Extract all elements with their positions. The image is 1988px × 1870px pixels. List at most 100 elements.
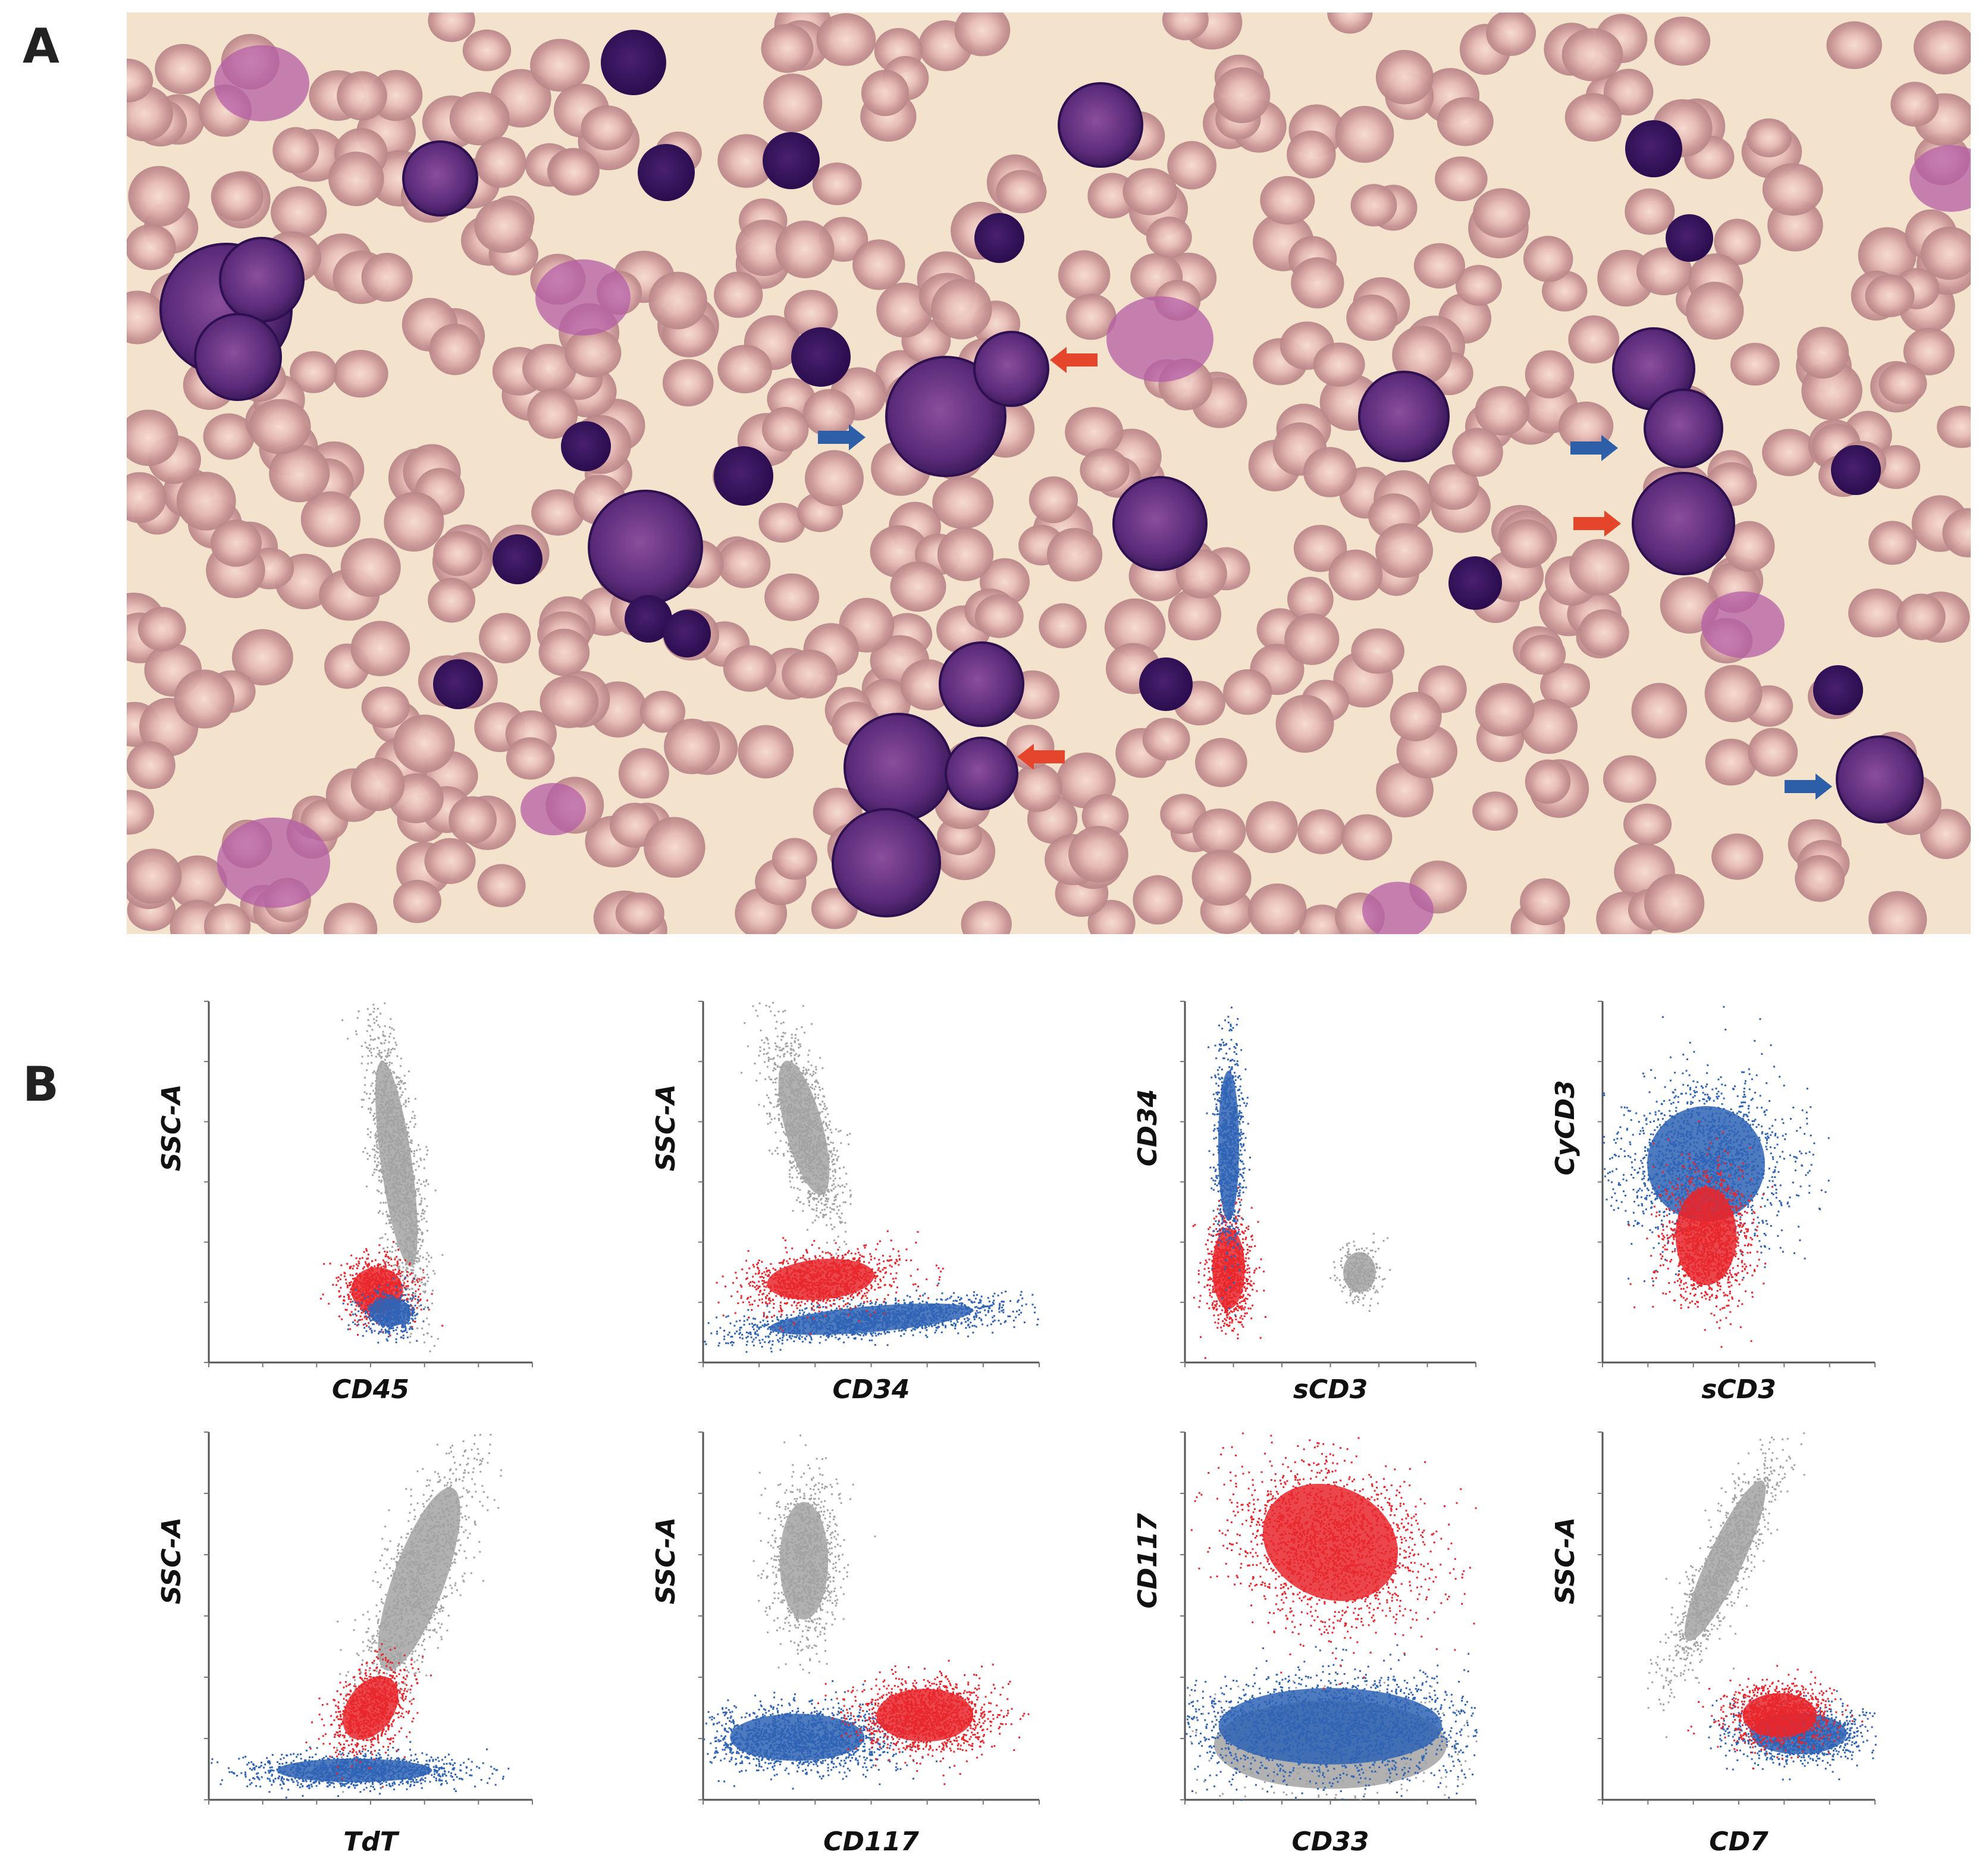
red-blood-cell (717, 344, 773, 394)
red-blood-cell (479, 613, 531, 663)
red-blood-cell (1223, 669, 1272, 715)
y-axis-label: SSC-A (651, 1084, 681, 1171)
red-blood-cell (1313, 342, 1365, 387)
red-blood-cell (1623, 803, 1672, 845)
red-blood-cell (1065, 407, 1124, 458)
y-axis-label: SSC-A (156, 1517, 187, 1604)
lymphoid-cell (1813, 665, 1863, 715)
red-blood-cell (1525, 350, 1575, 399)
lymphoid-cell (638, 144, 695, 201)
red-blood-cell (931, 278, 992, 340)
red-blood-cell (1826, 21, 1882, 70)
lymphoid-cell (561, 421, 611, 471)
red-blood-cell (428, 578, 476, 623)
platelet-clump (520, 783, 586, 835)
panel-label: A (23, 18, 59, 74)
red-blood-cell (477, 864, 526, 907)
blast-cell (1632, 472, 1735, 575)
red-blood-cell (1520, 698, 1578, 754)
lymphoid-cell (1625, 120, 1682, 177)
red-blood-cell (1390, 691, 1442, 741)
arrow (1570, 435, 1618, 461)
red-blood-cell (784, 290, 838, 337)
red-blood-cell (137, 607, 186, 651)
red-blood-cell (974, 594, 1024, 638)
red-blood-cell (424, 838, 476, 884)
red-blood-cell (1520, 878, 1570, 926)
red-blood-cell (1346, 295, 1398, 342)
events (342, 1277, 429, 1344)
events (1190, 1432, 1477, 1690)
x-axis-label: CD45 (332, 1374, 409, 1405)
red-blood-cell (1012, 763, 1062, 812)
blast-cell (945, 737, 1018, 810)
y-axis-label: CD117 (1133, 1513, 1163, 1609)
red-blood-cell (937, 527, 994, 581)
red-blood-cell (1558, 401, 1614, 451)
platelet-clump (1106, 296, 1214, 382)
red-blood-cell (300, 491, 360, 547)
red-blood-cell (1287, 130, 1336, 178)
red-blood-cell (1146, 217, 1192, 258)
blast-cell (1358, 371, 1450, 462)
blast-cell (1836, 735, 1924, 823)
red-blood-cell (155, 43, 212, 95)
red-blood-cell (269, 444, 330, 503)
blast-cell (219, 237, 305, 322)
red-blood-cell (1569, 539, 1630, 596)
red-blood-cell (475, 137, 526, 188)
blast-cell (1058, 82, 1143, 168)
blast-cell (588, 490, 703, 605)
red-blood-cell (861, 70, 909, 117)
red-blood-cell (565, 328, 622, 378)
x-axis-label: CD34 (832, 1374, 910, 1405)
event-cloud (1603, 1006, 1830, 1348)
red-blood-cell (168, 855, 227, 910)
event-cloud (319, 1002, 444, 1352)
red-blood-cell (1723, 521, 1775, 572)
events (1186, 1644, 1478, 1801)
red-blood-cell (1437, 97, 1494, 146)
red-blood-cell (1475, 386, 1530, 436)
scatter-plot: CD33 CD117 (1133, 1432, 1478, 1857)
red-blood-cell (506, 737, 555, 780)
red-blood-cell (1540, 663, 1590, 709)
events (1647, 1432, 1805, 1739)
red-blood-cell (127, 409, 178, 466)
red-blood-cell (761, 407, 809, 452)
x-axis-label: sCD3 (1293, 1374, 1368, 1405)
red-blood-cell (127, 741, 175, 790)
red-blood-cell (1644, 873, 1705, 933)
event-cloud (1186, 1432, 1478, 1802)
red-blood-cell (1168, 588, 1222, 641)
red-blood-cell (1625, 188, 1675, 235)
red-blood-cell (271, 186, 327, 239)
red-blood-cell (361, 252, 413, 302)
x-axis-label: CD33 (1291, 1827, 1369, 1857)
arrow (1050, 347, 1098, 373)
red-blood-cell (474, 199, 534, 253)
events (1687, 1665, 1864, 1769)
red-blood-cell (462, 29, 512, 71)
blast-cell (194, 313, 282, 401)
red-blood-cell (428, 12, 475, 42)
red-blood-cell (1796, 327, 1849, 379)
red-blood-cell (1472, 791, 1518, 831)
red-blood-cell (1472, 188, 1531, 238)
red-blood-cell (127, 290, 166, 344)
red-blood-cell (127, 848, 182, 904)
red-blood-cell (1879, 362, 1927, 405)
blast-cell (402, 140, 478, 217)
red-blood-cell (1275, 694, 1334, 753)
event-cloud (211, 1433, 510, 1799)
red-blood-cell (361, 686, 410, 729)
event-cloud (1192, 1006, 1391, 1359)
lymphoid-cell (1448, 556, 1502, 610)
events (752, 1434, 876, 1692)
red-blood-cell (1214, 67, 1271, 123)
red-blood-cell (615, 892, 664, 934)
red-blood-cell (1056, 752, 1116, 809)
red-blood-cell (1568, 315, 1620, 364)
scatter-plot: CD117 SSC-A (651, 1432, 1040, 1857)
